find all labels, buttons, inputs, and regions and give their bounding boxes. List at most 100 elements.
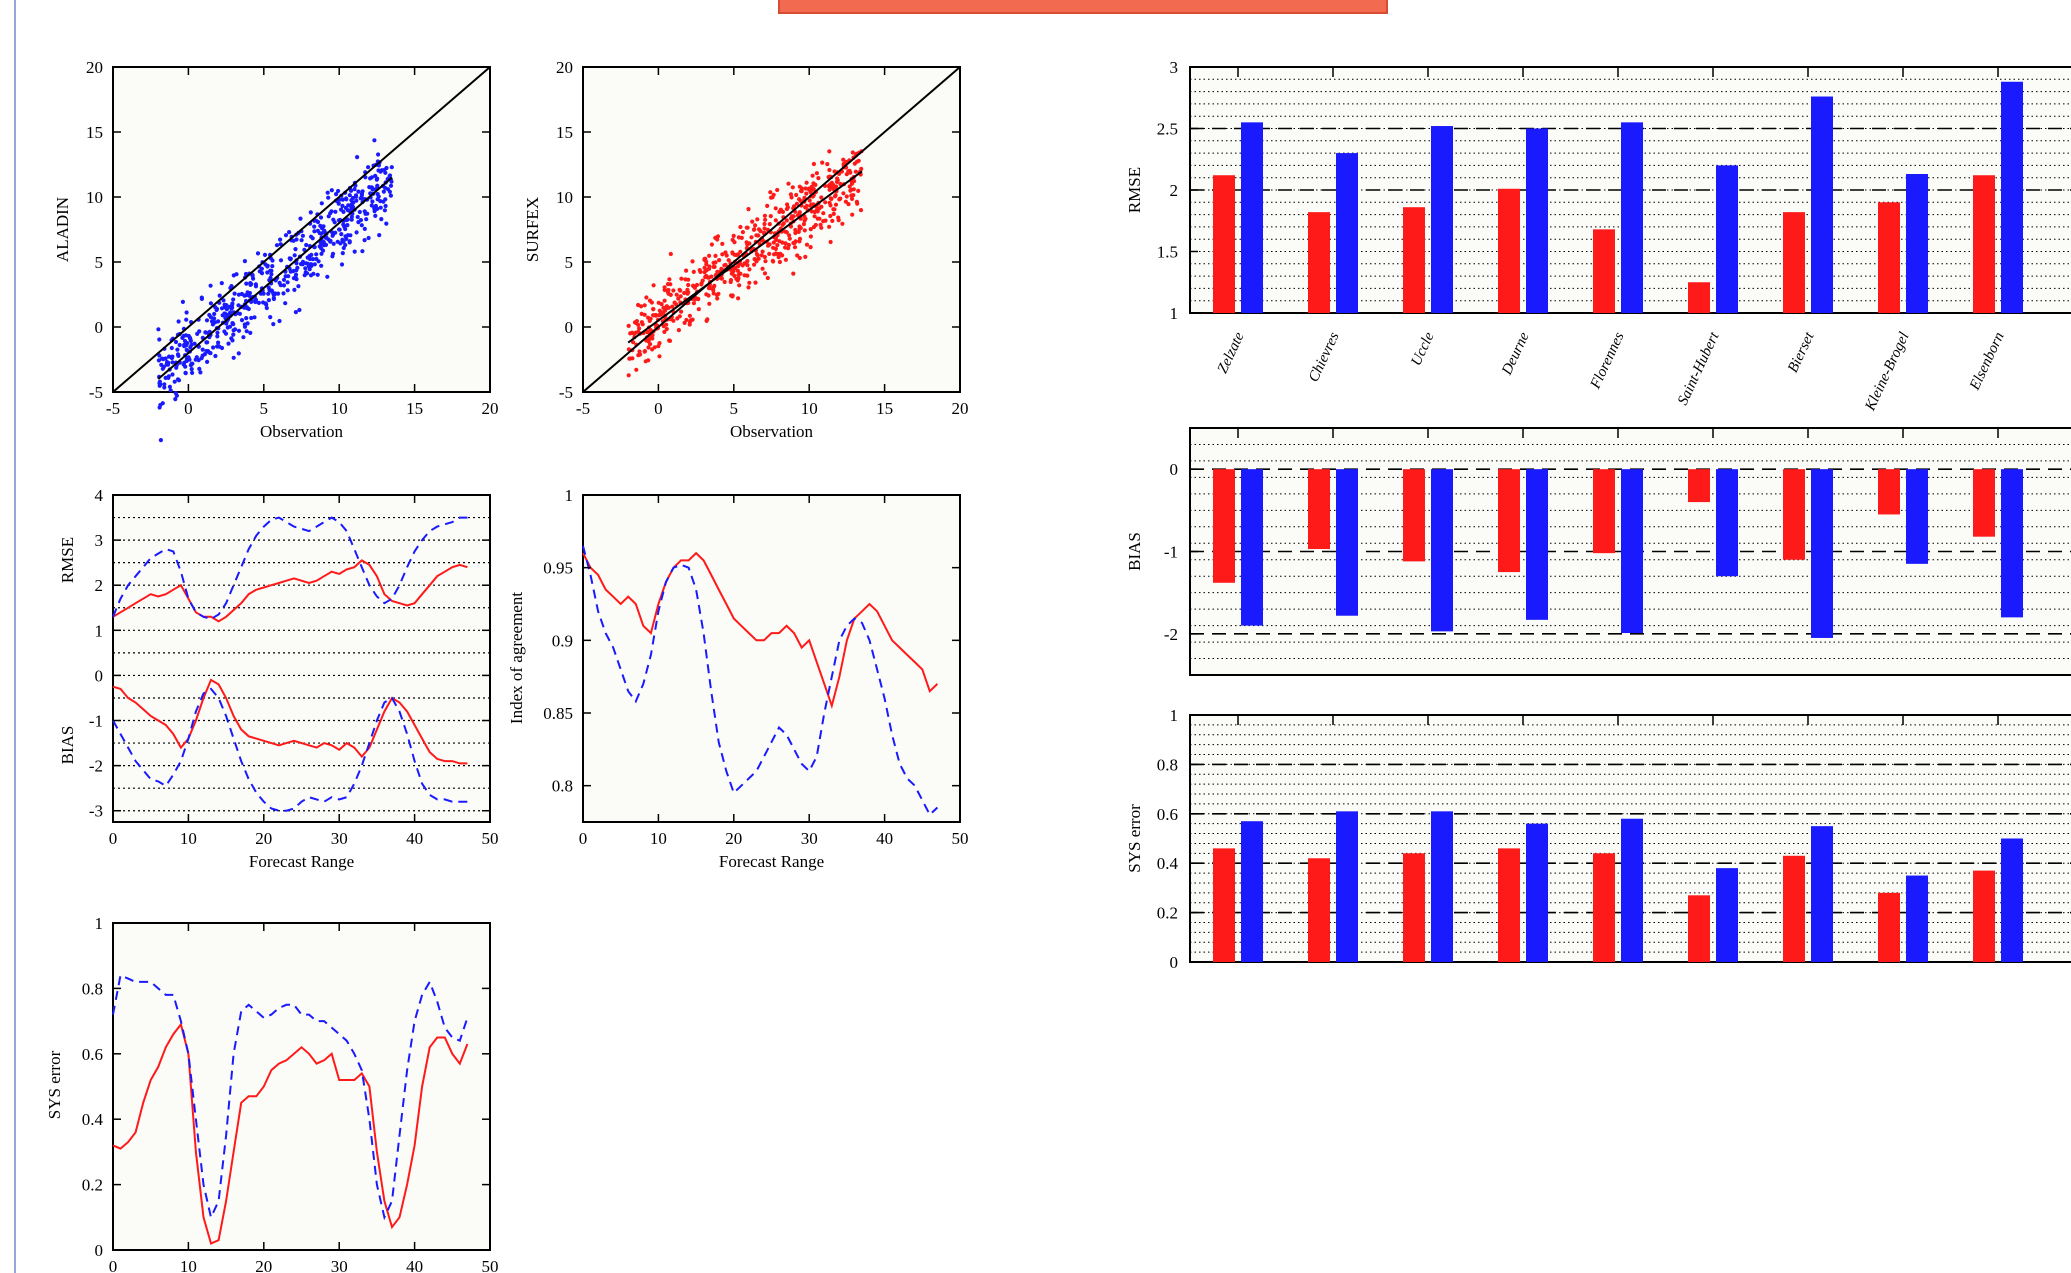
y-tick-label: 4	[95, 486, 104, 505]
bar-blue	[1621, 469, 1643, 634]
x-tick-label: 50	[482, 1257, 499, 1273]
y-axis-label-bias: BIAS	[58, 726, 77, 765]
scatter-point	[170, 360, 175, 365]
scatter-point	[304, 261, 309, 266]
x-tick-label: 40	[406, 829, 423, 848]
scatter-point	[756, 227, 762, 232]
scatter-point	[382, 208, 387, 213]
scatter-point	[372, 138, 377, 143]
scatter-point	[208, 351, 213, 356]
scatter-point	[232, 291, 237, 296]
scatter-point	[274, 243, 280, 248]
scatter-point	[780, 209, 786, 214]
scatter-point	[268, 315, 273, 320]
scatter-point	[360, 249, 365, 254]
scatter-point	[850, 212, 855, 217]
series-line-1	[582, 545, 939, 817]
scatter-point	[702, 257, 707, 262]
scatter-point	[751, 227, 757, 232]
scatter-point	[270, 264, 275, 269]
scatter-point	[239, 318, 245, 323]
scatter-point	[304, 242, 309, 248]
scatter-point	[359, 223, 364, 228]
scatter-point	[823, 200, 828, 205]
y-tick-label: 0.2	[1157, 904, 1178, 923]
scatter-point	[388, 183, 394, 188]
scatter-point	[370, 199, 375, 204]
scatter-point	[318, 240, 323, 245]
scatter-point	[310, 257, 316, 262]
bar-red	[1973, 175, 1995, 313]
scatter-point	[830, 183, 836, 188]
scatter-point	[294, 261, 299, 266]
scatter-point	[735, 268, 741, 273]
series-line-0	[112, 1022, 469, 1245]
scatter-point	[830, 218, 835, 223]
scatter-point	[180, 299, 185, 304]
scatter-point	[156, 358, 161, 363]
plot-area-rmse-bias-range	[112, 494, 491, 823]
scatter-point	[342, 224, 347, 229]
station-label: Elsenborn	[1967, 330, 2008, 394]
y-tick-label: -5	[559, 383, 573, 402]
scatter-point	[740, 263, 745, 268]
scatter-point	[252, 315, 257, 320]
scatter-point	[844, 194, 849, 199]
scatter-point	[793, 227, 798, 233]
scatter-point	[296, 284, 301, 289]
scatter-point	[369, 185, 374, 190]
y-axis-label: SURFEX	[523, 197, 542, 262]
scatter-point	[760, 249, 765, 254]
y-tick-label: -5	[89, 383, 103, 402]
scatter-point	[840, 221, 845, 226]
y-tick-label: 0.4	[1157, 854, 1179, 873]
scatter-point	[375, 197, 380, 202]
scatter-point	[740, 230, 746, 235]
scatter-point	[786, 242, 792, 248]
scatter-point	[285, 280, 290, 285]
scatter-point	[718, 276, 724, 281]
scatter-point	[199, 295, 204, 300]
scatter-point	[330, 230, 335, 235]
y-tick-label: 2	[95, 576, 104, 595]
scatter-point	[843, 199, 849, 204]
scatter-point	[219, 281, 224, 286]
scatter-point	[652, 345, 657, 350]
scatter-point	[308, 210, 313, 215]
scatter-point	[696, 297, 701, 302]
scatter-point	[170, 372, 175, 377]
scatter-point	[799, 189, 804, 194]
scatter-point	[671, 288, 676, 293]
x-tick-label: 50	[482, 829, 499, 848]
y-axis-label: ALADIN	[53, 197, 72, 262]
scatter-point	[377, 233, 382, 238]
scatter-point	[728, 279, 733, 285]
scatter-point	[326, 214, 331, 219]
scatter-point	[236, 328, 242, 333]
scatter-point	[354, 230, 359, 235]
scatter-point	[346, 203, 351, 208]
scatter-point	[339, 207, 344, 212]
scatter-point	[756, 233, 761, 238]
scatter-point	[317, 231, 322, 236]
scatter-point	[792, 240, 797, 245]
scatter-point	[730, 271, 735, 276]
scatter-point	[216, 340, 221, 345]
y-tick-label: 0	[95, 666, 104, 685]
scatter-point	[236, 351, 241, 356]
scatter-point	[229, 336, 234, 341]
bar-blue	[1621, 818, 1643, 962]
scatter-point	[650, 336, 655, 341]
scatter-point	[859, 166, 864, 171]
station-label: Uccle	[1408, 330, 1437, 369]
scatter-point	[355, 155, 360, 160]
scatter-point	[266, 298, 271, 303]
y-tick-label: 3	[95, 531, 104, 550]
scatter-point	[797, 210, 802, 215]
scatter-point	[299, 238, 304, 243]
scatter-point	[638, 352, 643, 357]
scatter-point	[676, 296, 681, 301]
scatter-point	[255, 251, 261, 256]
y-tick-label: 20	[556, 58, 573, 77]
x-tick-label: 5	[260, 399, 269, 418]
